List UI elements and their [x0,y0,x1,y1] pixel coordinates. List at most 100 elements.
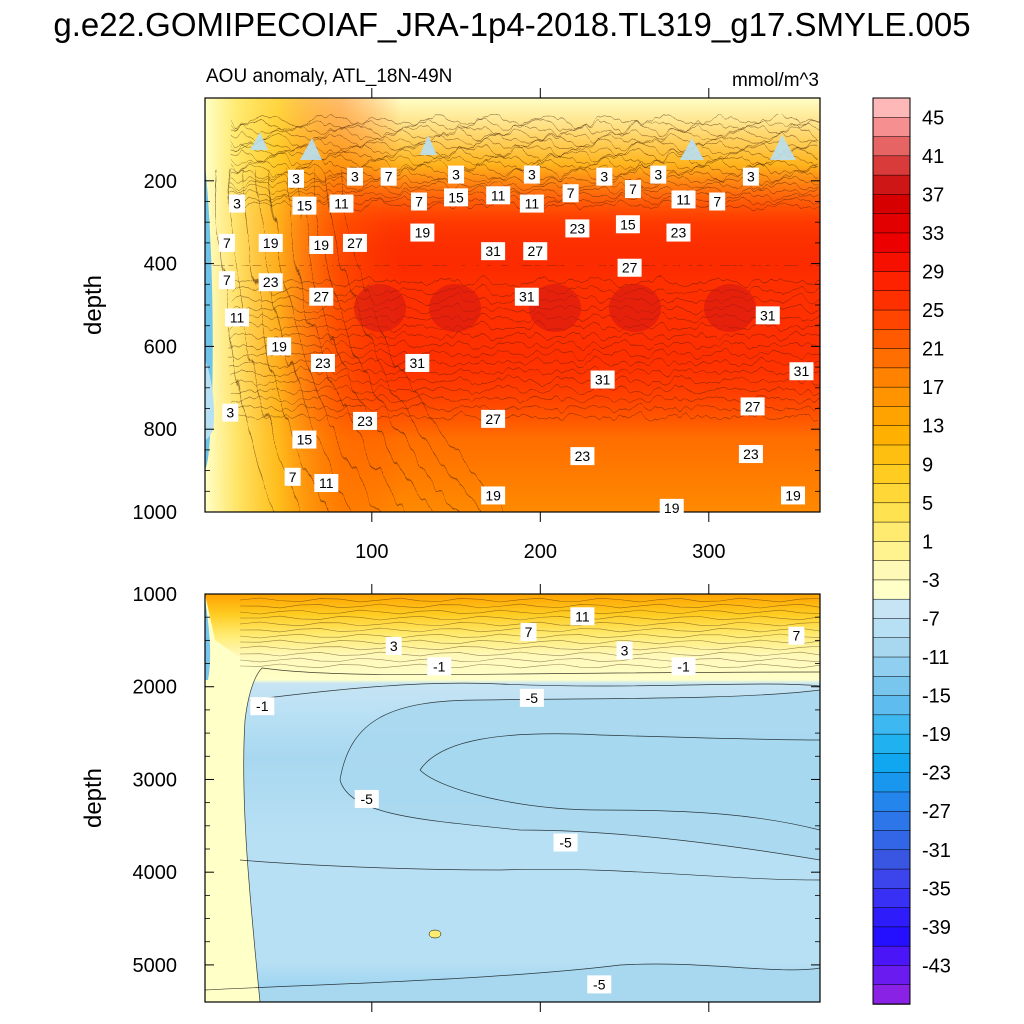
figure-title: g.e22.GOMIPECOIAF_JRA-1p4-2018.TL319_g17… [53,6,970,43]
contour-label: 19 [267,337,292,356]
upper-contour-line [312,169,458,512]
upper-contour-line [214,169,276,512]
contour-label-box [523,242,548,261]
contour-label: 3 [385,636,402,655]
contour-label: 27 [342,233,367,252]
colorbar-label: 25 [922,300,944,322]
colorbar-label: 29 [922,261,944,283]
contour-label-text: 7 [223,235,231,251]
contour-label: 3 [222,403,239,422]
contour-label-text: 7 [793,628,801,644]
contour-label-text: 27 [622,260,638,276]
colorbar-swatch [872,444,911,466]
contour-label: 27 [617,258,642,277]
colorbar-swatch [872,194,911,215]
contour-label-box [309,235,334,254]
lower-contour-line [239,663,820,669]
contour-label-box [444,188,469,207]
contour-label: 3 [616,641,633,660]
contour-label: 3 [448,165,465,184]
contour-label-box [671,657,696,676]
contour-label-text: 7 [567,185,575,201]
x-tick-label: 300 [692,541,725,563]
contour-label-text: 31 [485,243,501,259]
contour-label-box [380,167,397,186]
colorbar-swatch [872,117,911,138]
contour-label-text: 23 [357,413,373,429]
contour-label-box [788,626,805,645]
colorbar-swatch [872,656,911,678]
contour-label: 7 [709,192,726,211]
lower-panel: 11 7 7 3 3 -1 -1 -1 -5 -5 -5 -5 1000 2000 3000 4000 500… [80,584,821,1012]
upper-contour-line [229,350,820,358]
colorbar-swatch [872,251,911,273]
upper-contour-line [229,368,820,376]
colorbar-swatch [872,868,911,890]
colorbar-swatch [872,309,911,331]
upper-contour-line [270,169,380,512]
colorbar-swatch [872,714,911,735]
upper-contour-line [229,386,820,394]
colorbar-swatch [872,618,911,639]
contour-label: 27 [309,287,334,306]
contour-label-text: 31 [410,355,426,371]
contour-label-box [519,688,544,707]
contour-label-box [666,223,691,242]
contour-label-box [519,194,544,213]
contour-label: 11 [570,607,595,626]
contour-label-text: 23 [570,220,586,236]
contour-label-text: 3 [452,167,460,183]
contour-label-box [346,167,363,186]
contour-label-box [284,467,301,486]
contour-label-text: 3 [528,167,536,183]
colorbar-swatch [872,329,911,350]
lower-plot-frame [204,593,821,1003]
colorbar-swatch [872,791,911,812]
lower-left-yellow [205,594,262,1002]
contour-label-box [590,370,615,389]
colorbar-swatch [872,579,911,600]
contour-label-box [562,184,579,203]
colorbar-label: -11 [922,647,949,669]
colorbar-swatch [872,348,911,369]
upper-contour-line [298,169,432,512]
colorbar-swatch [872,637,911,658]
contour-label-box [570,607,595,626]
contour-label: 31 [405,353,430,372]
contour-label-text: 15 [297,198,313,214]
contour-label: 11 [225,308,250,327]
contour-label-text: -5 [559,835,572,851]
upper-contour-line [229,113,820,127]
upper-contour-labels: 3 3 7 3 3 3 3 3 3 15 11 7 15 11 11 7 7 11 7 7 19 19 27 19 31 27 23… [218,165,814,517]
contour-label: 7 [410,192,427,211]
lower-contour-line [339,689,820,781]
contour-label-box [742,167,759,186]
upper-core-cell [609,284,661,332]
colorbar-label: -3 [922,570,940,592]
contour-label-text: 31 [760,307,776,323]
contour-label-text: 19 [313,237,329,253]
upper-contour-line [229,138,820,152]
contour-label-box [659,498,684,517]
contour-label: 23 [565,219,590,238]
contour-label-box [354,789,379,808]
contour-label: 11 [314,474,339,493]
lower-contour-line [205,963,820,991]
contour-label-box [481,409,506,428]
upper-left-blue-patch [205,360,215,440]
contour-label-box [292,196,317,215]
contour-label-text: 3 [351,169,359,185]
contour-label: -5 [587,975,612,994]
contour-label-box [405,353,430,372]
upper-contour-line [340,169,510,512]
colorbar-swatch [872,560,911,581]
contour-label: 27 [523,242,548,261]
colorbar-label: 21 [922,339,944,361]
contour-label-box [617,258,642,277]
lower-contour-line [239,639,820,645]
contour-label-text: 23 [743,446,759,462]
upper-subtitle-right: mmol/m^3 [732,70,819,91]
colorbar-label: -31 [922,840,951,862]
contour-label-text: 3 [654,167,662,183]
